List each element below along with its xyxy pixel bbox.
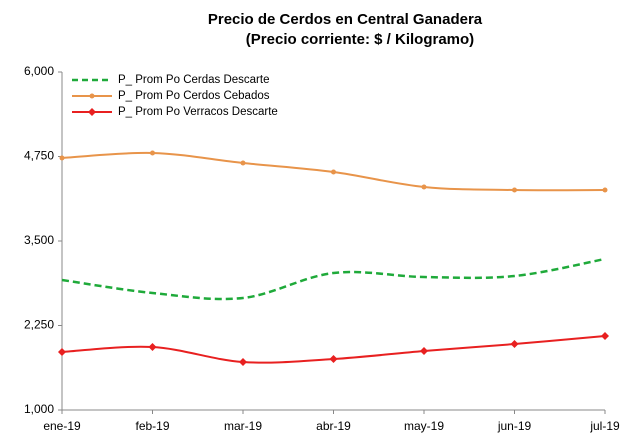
point xyxy=(148,342,157,351)
chart-subtitle: (Precio corriente: $ / Kilogramo) xyxy=(246,31,474,48)
point xyxy=(510,340,519,349)
point xyxy=(59,155,65,161)
legend-label: P_ Prom Po Cerdas Descarte xyxy=(118,74,269,86)
x-tick-label: ene-19 xyxy=(43,419,81,433)
point xyxy=(512,187,517,193)
point xyxy=(240,160,246,166)
y-tick-label: 4,750 xyxy=(24,149,54,163)
point xyxy=(421,184,427,190)
point xyxy=(601,331,609,340)
x-tick-label: mar-19 xyxy=(224,419,262,433)
legend-label: P_ Prom Po Verracos Descarte xyxy=(118,106,278,118)
x-tick-label: jun-19 xyxy=(497,419,532,433)
y-tick-label: 2,250 xyxy=(24,318,54,332)
legend-marker xyxy=(89,93,95,99)
point xyxy=(420,346,428,355)
chart-title: Precio de Cerdos en Central Ganadera xyxy=(208,11,483,28)
x-tick-label: may-19 xyxy=(404,419,444,433)
y-tick-label: 1,000 xyxy=(24,402,54,416)
y-tick-label: 6,000 xyxy=(24,64,54,78)
point xyxy=(602,187,608,193)
legend-marker xyxy=(88,108,96,116)
x-tick-label: abr-19 xyxy=(316,419,351,433)
legend-label: P_ Prom Po Cerdos Cebados xyxy=(118,90,270,102)
point xyxy=(331,169,336,175)
point xyxy=(58,347,66,356)
x-tick-label: jul-19 xyxy=(589,419,620,433)
point xyxy=(329,355,338,364)
point xyxy=(239,358,247,367)
point xyxy=(150,150,155,156)
y-tick-label: 3,500 xyxy=(24,233,54,247)
series-line xyxy=(61,257,606,301)
x-tick-label: feb-19 xyxy=(135,419,169,433)
